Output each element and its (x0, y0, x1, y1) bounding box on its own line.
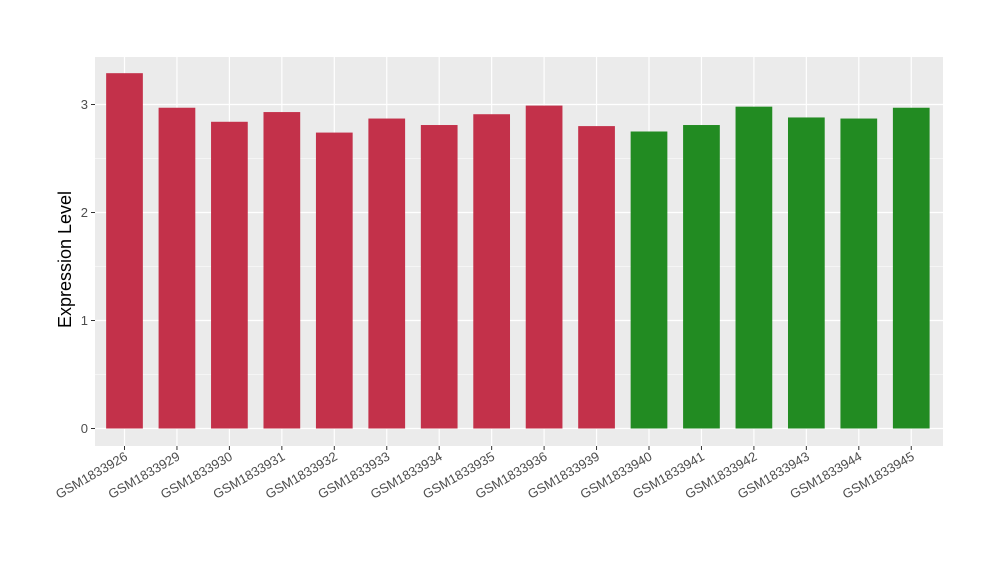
y-axis: 0 1 2 3 (81, 97, 95, 436)
bar-GSM1833945 (892, 107, 930, 429)
bar-GSM1833942 (735, 106, 773, 429)
bar-GSM1833926 (106, 73, 143, 429)
bar-GSM1833931 (263, 112, 301, 429)
bar-GSM1833944 (840, 118, 878, 429)
y-tick-label: 1 (81, 313, 88, 328)
bar-GSM1833939 (578, 126, 615, 429)
bars (106, 73, 930, 429)
bar-GSM1833936 (525, 105, 563, 429)
bar-GSM1833932 (315, 132, 353, 429)
y-axis-title: Expression Level (55, 191, 75, 328)
bar-GSM1833940 (630, 131, 668, 429)
bar-GSM1833929 (158, 107, 196, 429)
bar-GSM1833941 (683, 125, 720, 429)
bar-GSM1833934 (420, 125, 458, 429)
x-axis: GSM1833926GSM1833929GSM1833930GSM1833931… (53, 446, 917, 502)
bar-GSM1833933 (368, 118, 406, 429)
bar-GSM1833930 (211, 121, 248, 429)
y-tick-label: 3 (81, 97, 88, 112)
bar-GSM1833943 (787, 117, 825, 429)
bar-GSM1833935 (473, 114, 511, 429)
y-tick-label: 2 (81, 205, 88, 220)
y-tick-label: 0 (81, 421, 88, 436)
